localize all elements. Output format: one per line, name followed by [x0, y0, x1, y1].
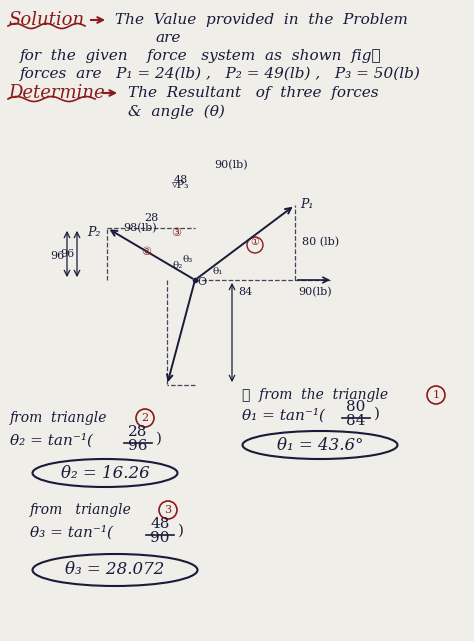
Text: 28: 28 — [128, 425, 148, 439]
Text: 90(lb): 90(lb) — [298, 287, 332, 297]
Text: ③: ③ — [171, 228, 181, 238]
Text: 84: 84 — [238, 287, 252, 297]
Text: 2: 2 — [141, 413, 148, 423]
Text: θ₁ = 43.6°: θ₁ = 43.6° — [277, 437, 363, 453]
Text: θ₂ = 16.26: θ₂ = 16.26 — [61, 465, 149, 481]
Text: 80 (lb): 80 (lb) — [302, 237, 339, 247]
Text: from   triangle: from triangle — [30, 503, 136, 517]
Text: ①: ① — [251, 237, 259, 247]
Text: 84: 84 — [346, 414, 365, 428]
Text: ▿P₃: ▿P₃ — [172, 180, 190, 190]
Text: ): ) — [178, 524, 184, 538]
Text: 90(lb): 90(lb) — [214, 160, 248, 170]
Text: θ₃ = 28.072: θ₃ = 28.072 — [65, 562, 164, 578]
Text: 96: 96 — [128, 439, 148, 453]
Text: 1: 1 — [432, 390, 439, 400]
Text: The  Value  provided  in  the  Problem: The Value provided in the Problem — [115, 13, 408, 27]
Text: 80: 80 — [346, 400, 365, 414]
Text: are: are — [155, 31, 181, 45]
Text: 90: 90 — [150, 531, 170, 545]
Text: The  Resultant   of  three  forces: The Resultant of three forces — [128, 86, 379, 100]
Text: 98(lb): 98(lb) — [123, 223, 157, 233]
Text: θ₂: θ₂ — [173, 262, 183, 271]
Text: θ₁: θ₁ — [213, 267, 223, 276]
Text: 48: 48 — [150, 517, 170, 531]
Text: P₁: P₁ — [300, 199, 313, 212]
Text: P₂: P₂ — [87, 226, 100, 240]
Text: θ₁ = tan⁻¹(: θ₁ = tan⁻¹( — [242, 408, 325, 422]
Text: from  triangle: from triangle — [10, 411, 112, 425]
Text: ②: ② — [142, 247, 152, 257]
Text: 96: 96 — [61, 249, 75, 259]
Text: 28: 28 — [144, 213, 158, 223]
Text: forces  are   P₁ = 24(lb) ,   P₂ = 49(lb) ,   P₃ = 50(lb): forces are P₁ = 24(lb) , P₂ = 49(lb) , P… — [20, 67, 421, 81]
Text: O: O — [197, 277, 206, 287]
Text: 3: 3 — [164, 505, 172, 515]
Text: Determine: Determine — [8, 84, 105, 102]
Text: 48: 48 — [174, 175, 188, 185]
Text: θ₃ = tan⁻¹(: θ₃ = tan⁻¹( — [30, 525, 113, 539]
Text: &  angle  (θ): & angle (θ) — [128, 105, 225, 119]
Text: 96: 96 — [50, 251, 64, 261]
Text: for  the  given    force   system  as  shown  fig①: for the given force system as shown fig① — [20, 49, 382, 63]
Text: θ₃: θ₃ — [183, 256, 193, 265]
Text: θ₂ = tan⁻¹(: θ₂ = tan⁻¹( — [10, 433, 93, 447]
Text: ∴  from  the  triangle: ∴ from the triangle — [242, 388, 388, 402]
Text: ): ) — [374, 407, 380, 421]
Text: Solution: Solution — [8, 11, 84, 29]
Text: ): ) — [156, 432, 162, 446]
